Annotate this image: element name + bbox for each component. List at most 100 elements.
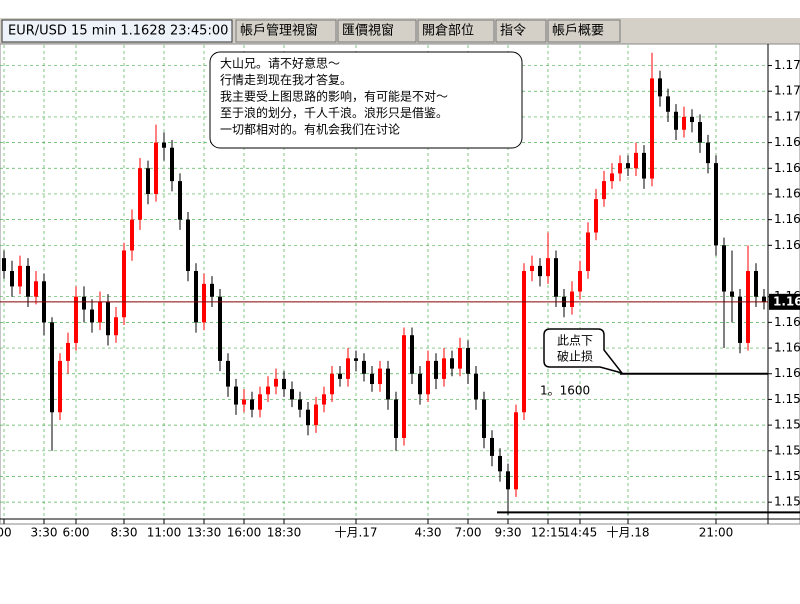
y-tick-label: 1.17 — [774, 109, 800, 123]
candle-body — [162, 142, 166, 148]
candle-body — [178, 181, 182, 220]
x-tick-label: 9:30 — [495, 526, 522, 540]
candle-body — [538, 265, 542, 277]
candle-body — [618, 163, 622, 174]
candle-body — [290, 389, 294, 400]
y-tick-label: 1.16 — [774, 366, 800, 380]
tabs: 帳戶管理視窗 匯價視窗 開倉部位 指令 帳戶概要 — [235, 19, 621, 43]
y-tick-label: 1.17 — [774, 58, 800, 72]
plot-area — [0, 43, 800, 525]
candle-body — [466, 348, 470, 374]
candle-body — [522, 271, 526, 413]
tab[interactable] — [337, 19, 417, 43]
candle-body — [298, 399, 302, 410]
candle-body — [754, 271, 758, 297]
x-tick-label: 12:15 — [531, 526, 566, 540]
x-tick-label: 16:00 — [227, 526, 262, 540]
y-tick-label: 1.16 — [774, 315, 800, 329]
x-tick-label: 7:00 — [455, 526, 482, 540]
candle-body — [306, 409, 310, 426]
candle-body — [258, 394, 262, 410]
candle-body — [98, 301, 102, 323]
candle-body — [426, 360, 430, 395]
y-tick-label: 1.16 — [774, 161, 800, 175]
x-tick-label: 6:00 — [63, 526, 90, 540]
tab[interactable] — [235, 19, 337, 43]
candle-body — [762, 296, 766, 302]
tab-label: 指令 — [500, 24, 526, 39]
candle-body — [234, 386, 238, 405]
note-line: 行情走到现在我才答复。 — [220, 72, 352, 87]
candle-body — [170, 147, 174, 182]
candle-body — [554, 258, 558, 297]
candle-body — [274, 378, 278, 387]
candle-body — [714, 163, 718, 246]
candle-body — [594, 199, 598, 233]
candle-body — [66, 342, 70, 361]
candle-body — [698, 122, 702, 143]
candle-body — [490, 437, 494, 456]
y-tick-label: 1.16 — [774, 238, 800, 252]
candle-body — [706, 142, 710, 164]
candle-body — [570, 291, 574, 307]
candle-body — [218, 296, 222, 361]
candle-body — [626, 163, 630, 169]
candle-body — [322, 394, 326, 405]
candle-body — [658, 78, 662, 97]
candle-body — [202, 283, 206, 323]
candle-body — [106, 301, 110, 336]
tab-label: 開倉部位 — [422, 24, 474, 39]
candle-body — [682, 116, 686, 130]
tab[interactable] — [417, 19, 495, 43]
candle-body — [370, 373, 374, 385]
y-tick-label: 1.16 — [774, 212, 800, 226]
candle-body — [362, 360, 366, 374]
candle-body — [690, 116, 694, 123]
x-tick-label: 18:30 — [267, 526, 302, 540]
candle-body — [530, 265, 534, 272]
candle-body — [330, 373, 334, 395]
candle-body — [378, 368, 382, 385]
callout-line: 此点下 — [557, 334, 593, 348]
candle-body — [282, 378, 286, 390]
candle-body — [730, 291, 734, 297]
x-tick-label: 8:30 — [111, 526, 138, 540]
candle-body — [738, 296, 742, 343]
candle-body — [74, 296, 78, 343]
note-box — [209, 51, 523, 149]
candle-body — [514, 412, 518, 490]
y-tick-label: 1.16 — [774, 186, 800, 200]
candle-body — [82, 296, 86, 310]
current-price-label: 1.16 — [773, 294, 800, 308]
candle-body — [402, 335, 406, 438]
candle-body — [122, 250, 126, 318]
x-tick-label: 3:30 — [31, 526, 58, 540]
tab[interactable] — [547, 19, 621, 43]
candle-body — [674, 111, 678, 130]
x-tick-label: 21:00 — [699, 526, 734, 540]
candle-body — [242, 399, 246, 405]
current-price-box — [769, 293, 800, 310]
candle-body — [634, 152, 638, 169]
candle-body — [410, 335, 414, 374]
candle-body — [114, 317, 118, 336]
candle-body — [314, 404, 318, 426]
x-tick-label: 11:00 — [147, 526, 182, 540]
candle-body — [338, 373, 342, 379]
chart-title: EUR/USD 15 min 1.1628 23:45:00 — [8, 24, 228, 39]
tab[interactable] — [495, 19, 547, 43]
candle-body — [186, 219, 190, 272]
candle-body — [578, 271, 582, 292]
callout-line: 破止损 — [557, 349, 593, 364]
candle-body — [18, 265, 22, 287]
candle-body — [434, 360, 438, 379]
active-tab[interactable] — [1, 19, 233, 43]
note-line: 至于浪的划分，千人千浪。浪形只是借鉴。 — [220, 105, 448, 120]
candle-body — [418, 373, 422, 395]
candle-body — [546, 258, 550, 277]
y-tick-label: 1.15 — [774, 495, 800, 509]
x-tick-label: 00 — [0, 526, 12, 540]
x-tick-label: 13:30 — [187, 526, 222, 540]
candle-body — [90, 309, 94, 323]
tab-label: 帳戶管理視窗 — [240, 23, 318, 39]
